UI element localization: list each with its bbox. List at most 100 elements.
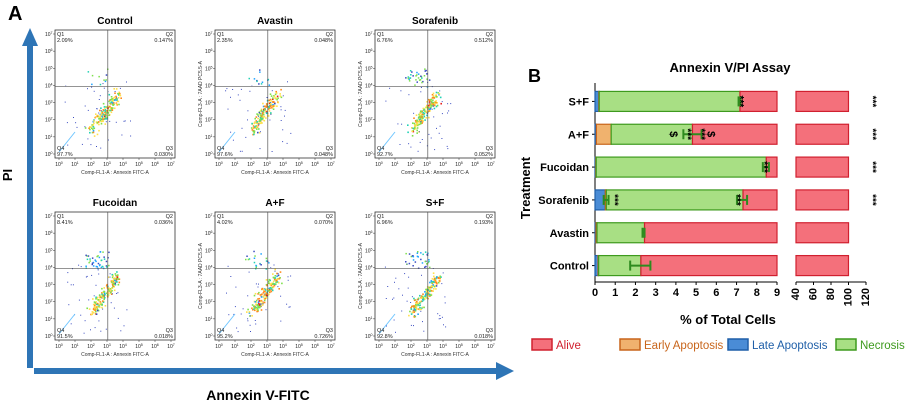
chart-ylabel: Treatment [518,156,533,219]
x-tick-label: 9 [774,287,780,299]
legend-item-necrosis: Necrosis [835,338,905,352]
flow-x-axis-label: Comp-FL1-A : Annexin FITC-A [81,352,149,358]
bar-necrosis [596,222,646,244]
x-tick-label: 100 [215,343,223,350]
x-tick-label: 4 [673,287,680,299]
q1-name: Q1 [57,32,64,38]
x-tick-label: 100 [375,343,383,350]
error-bar [602,194,610,205]
q3-value: 0.048% [314,152,333,158]
q3-name: Q3 [486,328,493,334]
q4-name: Q4 [217,328,224,334]
x-tick-label: 102 [247,343,255,350]
y-tick-label: 105 [365,65,373,72]
flow-scatter-cloud [67,251,128,334]
legend-item-alive: Alive [531,338,581,352]
q2-name: Q2 [486,214,493,220]
x-arrow-label: Annexin V-FITC [206,387,309,403]
y-tick-label: 105 [365,247,373,254]
y-tick-label: 102 [205,299,213,306]
flow-scatter-cloud [385,68,452,152]
q2-value: 0.193% [474,220,493,226]
x-tick-label: 103 [263,343,271,350]
x-tick-label: 107 [327,343,335,350]
x-tick-label: 105 [135,343,143,350]
flow-debris-line [378,131,396,153]
q2-value: 0.147% [154,38,173,44]
chart-title: Annexin V/PI Assay [670,60,792,75]
significance-stars: *** [758,161,769,173]
y-tick-label: 101 [365,134,373,141]
error-bar [629,260,652,271]
q1-name: Q1 [377,32,384,38]
x-tick-label: 100 [215,161,223,168]
legend-label: Alive [556,340,581,352]
x-tick-label: 101 [71,343,79,350]
q3-value: 0.018% [154,334,173,340]
x-tick-label: 106 [151,343,159,350]
y-tick-label: 106 [45,230,53,237]
x-tick-label: 103 [103,161,111,168]
y-tick-label: 107 [365,31,373,38]
q4-name: Q4 [57,328,64,334]
y-tick-label: 107 [205,213,213,220]
bar-alive-break [795,123,850,145]
y-tick-label: 101 [45,316,53,323]
y-tick-label: 103 [45,100,53,107]
legend-item-early-apoptosis: Early Apoptosis [619,338,724,352]
bar-alive-break [795,189,850,211]
y-tick-label: Avastin [550,228,590,240]
q1-name: Q1 [217,32,224,38]
q3-name: Q3 [166,146,173,152]
legend-swatch [531,338,553,351]
x-tick-label: 103 [263,161,271,168]
q4-value: 95.2% [217,334,233,340]
chart-legend: Alive Early Apoptosis Late Apoptosis Necros… [531,338,905,352]
q3-name: Q3 [486,146,493,152]
y-tick-label: 107 [45,31,53,38]
significance-stars: *** [609,194,620,206]
x-tick-label: 107 [487,161,495,168]
y-tick-label: A+F [568,129,589,141]
x-tick-label: 102 [87,161,95,168]
y-tick-label: 100 [365,333,373,340]
y-tick-label: Control [550,261,589,273]
x-tick-label: 102 [407,343,415,350]
y-tick-label: 107 [45,213,53,220]
x-tick-label: 104 [439,343,447,350]
legend-swatch [727,338,749,351]
error-bar [737,96,742,107]
bar-alive [643,222,778,244]
y-tick-label: 101 [205,134,213,141]
flow-panel-title: Control [97,16,133,27]
q4-name: Q4 [377,146,384,152]
y-tick-label: 100 [365,151,373,158]
q2-name: Q2 [166,214,173,220]
x-tick-label: 106 [471,343,479,350]
y-tick-label: 106 [365,48,373,55]
x-tick-label: 107 [167,343,175,350]
x-tick-label: 102 [87,343,95,350]
flow-x-axis-label: Comp-FL1-A : Annexin FITC-A [241,352,309,358]
flow-panel-title: Avastin [257,16,293,27]
q3-name: Q3 [326,328,333,334]
significance-stars: *** [866,128,877,140]
flow-panel-title: S+F [426,198,445,209]
x-tick-label: 102 [247,161,255,168]
y-tick-label: 103 [45,282,53,289]
error-bar [682,129,703,140]
x-tick-label: 60 [808,288,820,300]
y-arrow-head [22,28,38,46]
q2-value: 0.512% [474,38,493,44]
x-tick-label: 2 [632,287,638,299]
y-tick-label: 104 [45,264,53,271]
q1-value: 4.02% [217,220,233,226]
x-tick-label: 1 [612,287,618,299]
significance-stars: *** [696,128,707,140]
flow-scatter-cloud [225,69,292,152]
significance-stars: *** [734,96,745,108]
x-tick-label: 106 [311,343,319,350]
